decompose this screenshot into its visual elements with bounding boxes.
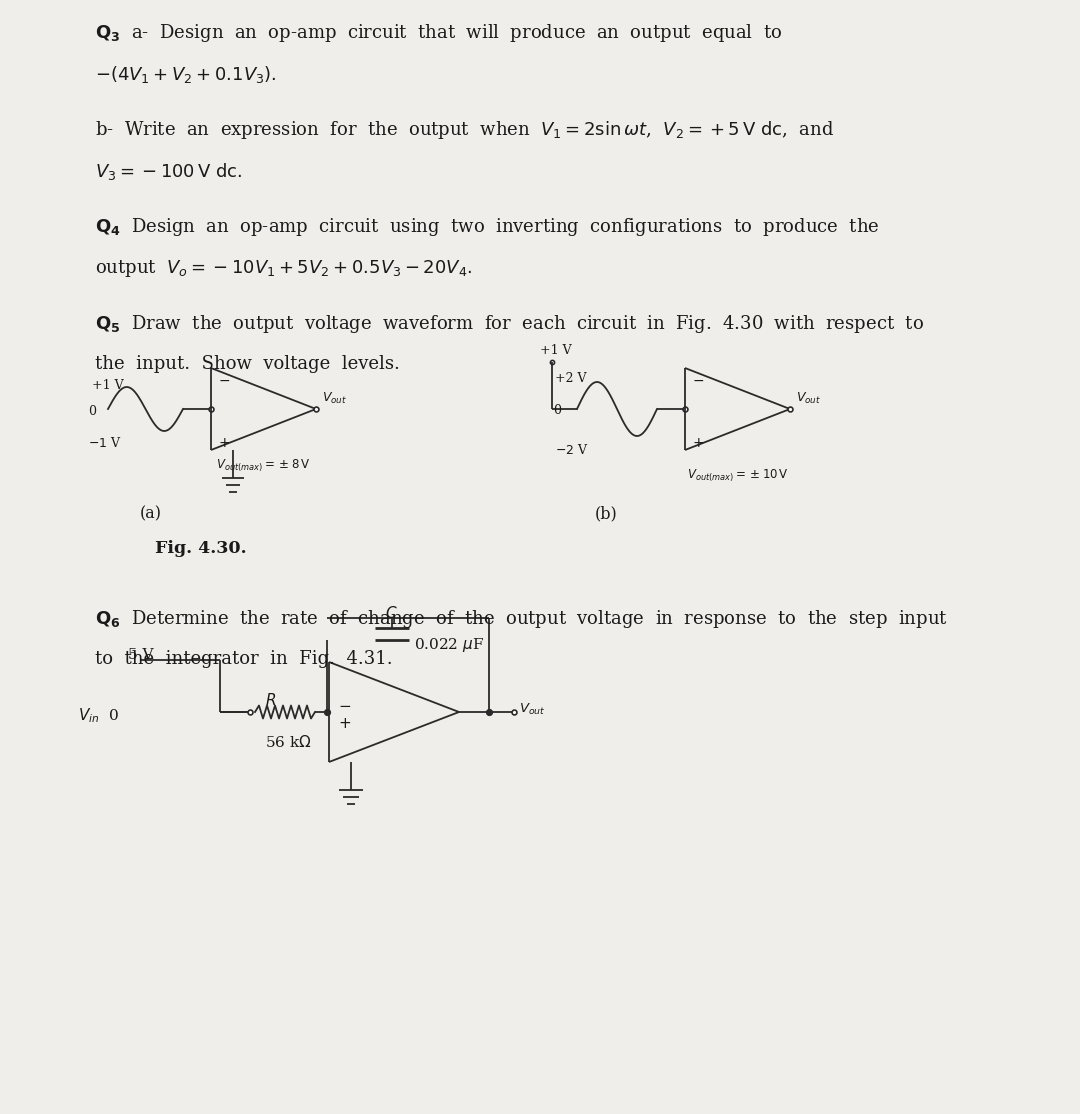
Text: $+$: $+$ [692,436,704,450]
Text: +2 V: +2 V [555,372,586,385]
Text: $V_{out}$: $V_{out}$ [322,391,347,407]
Text: $-(4V_1 + V_2 + 0.1V_3).$: $-(4V_1 + V_2 + 0.1V_3).$ [95,63,276,85]
Text: (b): (b) [595,505,618,522]
Text: $C$: $C$ [384,605,397,620]
Text: b-  Write  an  expression  for  the  output  when  $V_1 = 2\sin\omega t$,  $V_2 : b- Write an expression for the output wh… [95,119,834,141]
Text: $\mathbf{Q_3}$  a-  Design  an  op-amp  circuit  that  will  produce  an  output: $\mathbf{Q_3}$ a- Design an op-amp circu… [95,22,782,43]
Text: $V_{out(max)} = \pm 8\,\mathrm{V}$: $V_{out(max)} = \pm 8\,\mathrm{V}$ [216,458,310,475]
Text: (a): (a) [140,505,162,522]
Text: 0: 0 [553,404,561,417]
Text: output  $V_o = -10V_1 + 5V_2 + 0.5V_3 - 20V_4.$: output $V_o = -10V_1 + 5V_2 + 0.5V_3 - 2… [95,258,472,278]
Text: $\mathbf{Q_4}$  Design  an  op-amp  circuit  using  two  inverting  configuratio: $\mathbf{Q_4}$ Design an op-amp circuit … [95,216,879,238]
Text: $V_{in}$  0: $V_{in}$ 0 [78,706,119,725]
Text: 0: 0 [87,405,96,418]
Text: $-2$ V: $-2$ V [555,443,589,457]
Text: 56 k$\Omega$: 56 k$\Omega$ [265,734,312,750]
Text: $+$: $+$ [218,436,230,450]
Text: $-$: $-$ [692,373,704,387]
Text: +1 V: +1 V [540,344,571,356]
Text: $V_{out}$: $V_{out}$ [519,702,545,717]
Text: $\mathbf{Q_6}$  Determine  the  rate  of  change  of  the  output  voltage  in  : $\mathbf{Q_6}$ Determine the rate of cha… [95,608,948,631]
Text: the  input.  Show  voltage  levels.: the input. Show voltage levels. [95,355,400,373]
Text: $+$: $+$ [338,717,351,731]
Text: $-$: $-$ [218,373,230,387]
Text: Fig. 4.30.: Fig. 4.30. [156,540,246,557]
Text: +1 V: +1 V [92,379,123,392]
Text: $-$: $-$ [338,698,351,712]
Text: $V_{out}$: $V_{out}$ [796,391,821,407]
Text: $-1$ V: $-1$ V [87,436,122,450]
Text: 0.022 $\mu$F: 0.022 $\mu$F [414,636,484,654]
Text: $V_3 = -100\,\mathrm{V\ dc}.$: $V_3 = -100\,\mathrm{V\ dc}.$ [95,162,243,182]
Text: 5 V: 5 V [129,648,153,662]
Text: $R$: $R$ [265,692,276,709]
Text: $V_{out(max)} = \pm 10\,\mathrm{V}$: $V_{out(max)} = \pm 10\,\mathrm{V}$ [687,468,788,485]
Text: to  the  integrator  in  Fig.  4.31.: to the integrator in Fig. 4.31. [95,649,393,668]
Text: $\mathbf{Q_5}$  Draw  the  output  voltage  waveform  for  each  circuit  in  Fi: $\mathbf{Q_5}$ Draw the output voltage w… [95,313,923,335]
